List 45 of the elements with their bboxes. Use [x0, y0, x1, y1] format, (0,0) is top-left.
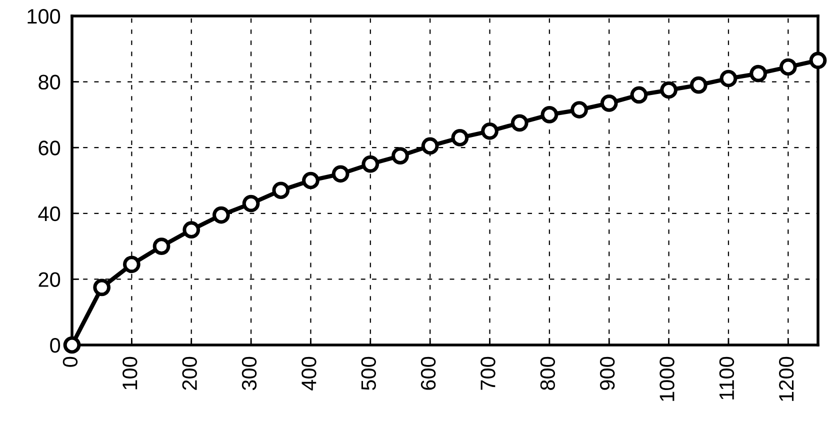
x-tick-label: 200 — [182, 356, 197, 390]
point — [302, 172, 320, 190]
x-tick-label: 900 — [600, 356, 615, 390]
point — [63, 336, 81, 354]
x-tick-label: 1100 — [719, 356, 734, 400]
point — [123, 256, 140, 274]
point — [481, 122, 498, 140]
point — [720, 70, 738, 88]
point — [392, 147, 409, 165]
point — [182, 221, 200, 239]
x-tick-label: 600 — [420, 356, 436, 390]
x-tick-label: 400 — [302, 356, 316, 390]
point — [630, 86, 648, 104]
y-tick-label: 100 — [28, 9, 60, 24]
x-tick-label: 0 — [62, 356, 78, 367]
point — [600, 94, 618, 112]
point — [421, 137, 439, 155]
point — [362, 155, 380, 173]
y-tick-label: 40 — [38, 206, 60, 222]
x-tick-label: 100 — [122, 356, 138, 390]
point — [332, 165, 350, 183]
y-tick-label: 60 — [38, 140, 60, 156]
y-tick-label: 20 — [38, 272, 60, 287]
x-tick-label: 500 — [361, 356, 376, 390]
point — [510, 114, 528, 132]
x-tick-label: 1200 — [779, 356, 794, 401]
point — [809, 52, 827, 70]
point — [570, 101, 588, 118]
x-tick-label: 300 — [242, 356, 257, 390]
point — [660, 81, 678, 99]
point — [779, 58, 797, 76]
point — [93, 278, 111, 296]
point — [242, 194, 260, 212]
point — [540, 106, 558, 124]
point — [750, 64, 767, 82]
point — [152, 238, 170, 255]
x-tick-label: 800 — [540, 356, 556, 390]
y-tick-label: 80 — [38, 74, 60, 90]
y-tick-label: 0 — [50, 338, 60, 353]
point — [690, 76, 708, 94]
point — [212, 206, 230, 224]
x-tick-label: 700 — [480, 356, 496, 390]
point — [451, 129, 469, 146]
x-tick-label: 1000 — [660, 356, 674, 401]
point — [272, 182, 290, 200]
